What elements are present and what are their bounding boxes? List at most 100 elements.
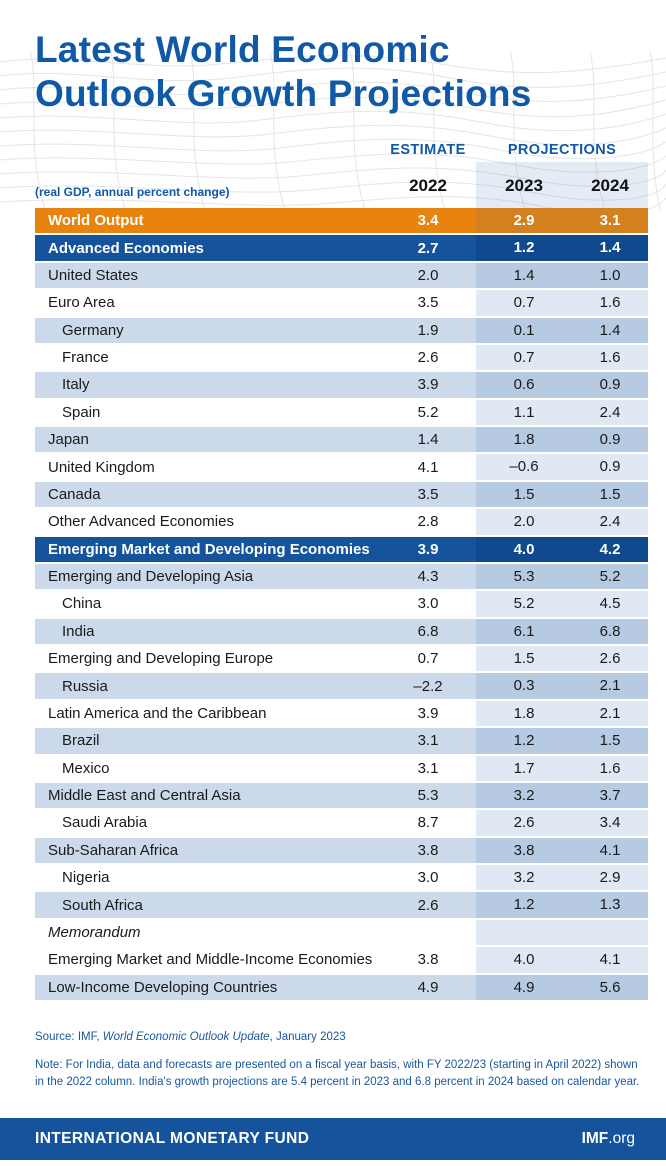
value-2024: 1.3 xyxy=(572,892,648,918)
value-2022: 2.6 xyxy=(417,349,439,367)
row-label: United Kingdom xyxy=(48,458,155,476)
value-2022: 3.5 xyxy=(417,485,439,503)
value-2023: 1.4 xyxy=(476,262,572,289)
table-row: United Kingdom 4.1 –0.6 0.9 xyxy=(35,454,648,482)
value-2024: 6.8 xyxy=(572,618,648,644)
value-2023: 3.2 xyxy=(476,865,572,891)
value-2022: 5.2 xyxy=(417,403,439,421)
year-header-2022: 2022 xyxy=(409,176,447,195)
row-label: Euro Area xyxy=(48,294,115,312)
value-2022: 4.9 xyxy=(417,978,439,996)
imf-name: INTERNATIONAL MONETARY FUND xyxy=(35,1130,310,1147)
row-label: Emerging Market and Middle-Income Econom… xyxy=(48,951,373,969)
value-2023: 5.3 xyxy=(476,563,572,590)
india-footnote: Note: For India, data and forecasts are … xyxy=(35,1059,640,1088)
imf-org-link: IMF.org xyxy=(582,1130,635,1148)
row-label: Sub-Saharan Africa xyxy=(48,841,179,859)
table-row: Memorandum xyxy=(35,919,648,948)
row-label: South Africa xyxy=(62,896,143,914)
table-row: Emerging and Developing Europe 0.7 1.5 2… xyxy=(35,646,648,674)
value-2022: 3.0 xyxy=(417,869,439,887)
row-label: India xyxy=(62,622,95,640)
table-row: Spain 5.2 1.1 2.4 xyxy=(35,399,648,427)
row-label: Emerging and Developing Asia xyxy=(48,568,254,586)
row-label: Spain xyxy=(62,403,101,421)
value-2023: 2.9 xyxy=(476,208,572,234)
value-2024: 1.6 xyxy=(572,755,648,781)
value-2022: 3.0 xyxy=(417,595,439,613)
page-title: Latest World Economic Outlook Growth Pro… xyxy=(35,28,532,116)
topographic-mesh-background xyxy=(0,47,666,215)
table-row: Advanced Economies 2.7 1.2 1.4 xyxy=(35,235,648,263)
value-2023: 2.6 xyxy=(476,810,572,836)
value-2024: 2.4 xyxy=(572,399,648,425)
table-subtitle: (real GDP, annual percent change) xyxy=(35,185,230,199)
value-2024: 2.4 xyxy=(572,509,648,535)
table-row: France 2.6 0.7 1.6 xyxy=(35,344,648,373)
table-row: Emerging Market and Middle-Income Econom… xyxy=(35,947,648,975)
year-headers: 2022 2023 2024 xyxy=(35,176,648,196)
row-label: World Output xyxy=(48,212,144,230)
row-label: Italy xyxy=(62,376,90,394)
value-2022: 1.4 xyxy=(417,431,439,449)
table-row: Latin America and the Caribbean 3.9 1.8 … xyxy=(35,700,648,729)
row-label: China xyxy=(62,595,102,613)
table-row: Russia –2.2 0.3 2.1 xyxy=(35,673,648,701)
value-2024: 0.9 xyxy=(572,454,648,480)
table-row: China 3.0 5.2 4.5 xyxy=(35,591,648,619)
value-2023: 0.1 xyxy=(476,317,572,343)
table-row: Italy 3.9 0.6 0.9 xyxy=(35,372,648,400)
table-row: Other Advanced Economies 2.8 2.0 2.4 xyxy=(35,509,648,537)
value-2022: 2.6 xyxy=(417,896,439,914)
value-2024: 5.6 xyxy=(572,974,648,1000)
value-2022: 3.4 xyxy=(417,212,439,230)
table-row: Japan 1.4 1.8 0.9 xyxy=(35,427,648,455)
source-prefix: Source: IMF, xyxy=(35,1031,103,1043)
column-group-labels: ESTIMATE PROJECTIONS xyxy=(35,141,648,159)
value-2022: 3.8 xyxy=(417,841,439,859)
table-row: Sub-Saharan Africa 3.8 3.8 4.1 xyxy=(35,837,648,865)
row-label: Other Advanced Economies xyxy=(48,513,234,531)
row-label: Middle East and Central Asia xyxy=(48,787,241,805)
value-2023: 1.2 xyxy=(476,235,572,261)
value-2023: –0.6 xyxy=(476,454,572,480)
value-2022: 4.3 xyxy=(417,568,439,586)
value-2023: 1.8 xyxy=(476,700,572,727)
value-2024: 4.1 xyxy=(572,837,648,863)
value-2022: 3.9 xyxy=(417,540,439,558)
page-title-line1: Latest World Economic xyxy=(35,29,450,70)
table-rows: World Output 3.4 2.9 3.1 Advanced Econom… xyxy=(35,208,648,1002)
value-2022: 4.1 xyxy=(417,458,439,476)
value-2024 xyxy=(572,919,648,946)
table-row: India 6.8 6.1 6.8 xyxy=(35,618,648,646)
source-line: Source: IMF, World Economic Outlook Upda… xyxy=(35,1031,346,1043)
value-2022: 1.9 xyxy=(417,321,439,339)
value-2022: 3.5 xyxy=(417,294,439,312)
value-2024: 4.5 xyxy=(572,591,648,617)
value-2024: 4.2 xyxy=(572,536,648,562)
row-label: Latin America and the Caribbean xyxy=(48,704,267,722)
value-2023: 1.2 xyxy=(476,728,572,754)
value-2022: 3.1 xyxy=(417,732,439,750)
value-2024: 0.9 xyxy=(572,427,648,453)
value-2023: 6.1 xyxy=(476,618,572,644)
value-2022: 3.1 xyxy=(417,759,439,777)
projections-highlight-band xyxy=(476,162,648,208)
row-label: Emerging and Developing Europe xyxy=(48,650,274,668)
row-label: Canada xyxy=(48,485,101,503)
value-2024: 1.0 xyxy=(572,262,648,289)
value-2023: 1.5 xyxy=(476,646,572,672)
value-2024: 3.7 xyxy=(572,782,648,809)
growth-projections-table: World Output 3.4 2.9 3.1 Advanced Econom… xyxy=(35,208,648,1002)
table-row: Emerging and Developing Asia 4.3 5.3 5.2 xyxy=(35,563,648,592)
value-2023: 4.9 xyxy=(476,974,572,1000)
value-2023: 4.0 xyxy=(476,536,572,562)
value-2024: 4.1 xyxy=(572,947,648,973)
value-2022: 0.7 xyxy=(417,650,439,668)
value-2023 xyxy=(476,919,572,946)
value-2024: 2.1 xyxy=(572,700,648,727)
table-row: United States 2.0 1.4 1.0 xyxy=(35,262,648,291)
table-row: Low-Income Developing Countries 4.9 4.9 … xyxy=(35,974,648,1002)
row-label: Advanced Economies xyxy=(48,239,204,257)
